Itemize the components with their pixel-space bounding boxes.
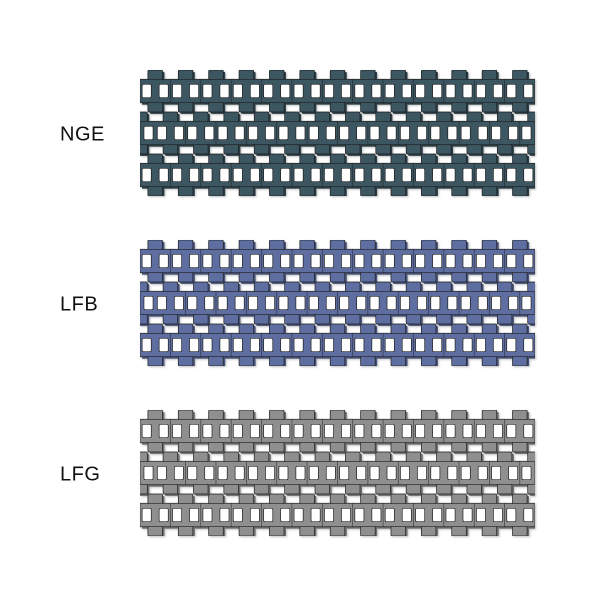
variant-code-label: NGE bbox=[60, 124, 105, 147]
belt-variant-row: LFG bbox=[0, 410, 600, 540]
belt-swatch bbox=[140, 70, 535, 196]
belt-swatch bbox=[140, 410, 535, 536]
belt-swatch bbox=[140, 240, 535, 366]
belt-variant-row: NGE bbox=[0, 70, 600, 200]
belt-variant-row: LFB bbox=[0, 240, 600, 370]
variant-code-label: LFB bbox=[60, 294, 98, 317]
variant-code-label: LFG bbox=[60, 464, 100, 487]
